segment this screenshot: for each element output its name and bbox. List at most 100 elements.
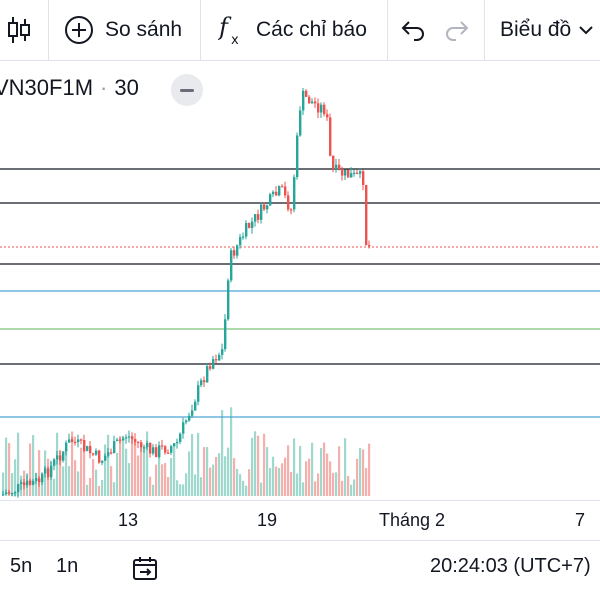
volume-bar — [62, 466, 65, 496]
candle-body — [56, 455, 59, 460]
clock-timezone[interactable]: 20:24:03 (UTC+7) — [430, 555, 591, 577]
candle-body — [140, 442, 143, 448]
candle-body — [104, 455, 107, 461]
candle-body — [341, 169, 344, 176]
volume-bar — [302, 482, 305, 496]
volume-bar — [194, 474, 197, 496]
volume-bar — [347, 475, 350, 496]
volume-bar — [308, 458, 311, 496]
volume-bar — [86, 484, 89, 496]
candle-body — [203, 380, 206, 383]
candle-body — [89, 446, 92, 454]
candle-body — [173, 443, 176, 447]
candle-body — [65, 442, 68, 452]
separator-dot: · — [100, 75, 108, 100]
candle-body — [53, 459, 56, 466]
candle-body — [362, 171, 365, 185]
volume-bar — [221, 410, 224, 496]
candle-body — [26, 480, 29, 486]
candle-body — [200, 380, 203, 386]
candle-body — [119, 439, 122, 441]
time-axis[interactable] — [0, 500, 600, 541]
volume-bar — [29, 443, 32, 496]
candle-body — [365, 184, 368, 245]
candle-body — [98, 450, 101, 463]
candle-body — [344, 169, 347, 176]
candle-body — [77, 439, 80, 443]
volume-bar — [38, 450, 41, 496]
candle-body — [71, 439, 74, 442]
volume-bar — [281, 463, 284, 496]
redo-icon[interactable] — [444, 0, 470, 60]
candle-body — [326, 114, 329, 118]
candle-body — [128, 436, 131, 438]
volume-bar — [344, 438, 347, 496]
candle-body — [167, 452, 170, 454]
interval-5d-button[interactable]: 5n — [10, 555, 33, 577]
candle-body — [209, 366, 212, 369]
volume-bar — [305, 461, 308, 496]
volume-bar — [164, 463, 167, 496]
volume-bar — [215, 457, 218, 496]
candle-body — [47, 468, 50, 478]
volume-bar — [341, 480, 344, 496]
candle-body — [296, 135, 299, 178]
symbol-legend[interactable]: VN30F1M · 30 — [0, 70, 139, 106]
plus-circle-icon — [64, 15, 94, 45]
bottom-toolbar — [0, 540, 600, 601]
candle-body — [257, 214, 260, 220]
candle-body — [17, 484, 20, 493]
candle-body — [107, 452, 110, 456]
volume-bar — [128, 463, 131, 496]
candle-body — [101, 460, 104, 463]
chart-type-dropdown[interactable]: Biểu đồ — [500, 0, 593, 60]
candle-body — [110, 452, 113, 454]
candle-body — [113, 441, 116, 454]
volume-bar — [224, 456, 227, 496]
price-chart[interactable] — [0, 60, 600, 500]
candle-body — [242, 236, 245, 238]
volume-bar — [197, 432, 200, 496]
collapse-legend-button[interactable] — [171, 74, 203, 106]
volume-bar — [137, 455, 140, 496]
candle-body — [287, 195, 290, 210]
candlestick-icon[interactable] — [6, 0, 32, 60]
undo-icon[interactable] — [400, 0, 426, 60]
candle-body — [368, 245, 371, 247]
top-toolbar: So sánh f x Các chỉ báo Biểu đồ — [0, 0, 600, 61]
xaxis-label-month: Tháng 2 — [378, 510, 446, 530]
volume-bar — [17, 432, 20, 496]
candle-body — [359, 171, 362, 174]
candle-body — [41, 473, 44, 483]
volume-bar — [74, 460, 77, 496]
candle-body — [161, 445, 164, 447]
volume-bar — [203, 447, 206, 496]
volume-bar — [323, 442, 326, 496]
candle-body — [125, 437, 128, 439]
volume-bar — [278, 467, 281, 496]
compare-button[interactable]: So sánh — [64, 0, 182, 60]
volume-bar — [356, 458, 359, 496]
interval-1m-button[interactable]: 1n — [56, 555, 79, 577]
candle-body — [332, 155, 335, 169]
volume-bar — [14, 459, 17, 496]
indicators-button[interactable]: f x Các chỉ báo — [218, 0, 367, 60]
svg-text:x: x — [231, 33, 239, 47]
candle-body — [275, 191, 278, 196]
volume-bar — [92, 459, 95, 496]
symbol-interval: 30 — [114, 75, 139, 100]
volume-bar — [182, 484, 185, 496]
date-range-icon[interactable] — [131, 555, 159, 583]
volume-bar — [35, 473, 38, 496]
volume-bar — [113, 482, 116, 496]
candle-body — [218, 354, 221, 361]
volume-bar — [68, 466, 71, 496]
candle-body — [338, 164, 341, 170]
function-fx-icon: f x — [218, 13, 244, 47]
candle-body — [44, 468, 47, 474]
horizontal-lines — [0, 168, 600, 418]
volume-bar — [299, 445, 302, 496]
volume-bar — [161, 464, 164, 496]
candle-body — [251, 221, 254, 228]
volume-bar — [173, 445, 176, 496]
